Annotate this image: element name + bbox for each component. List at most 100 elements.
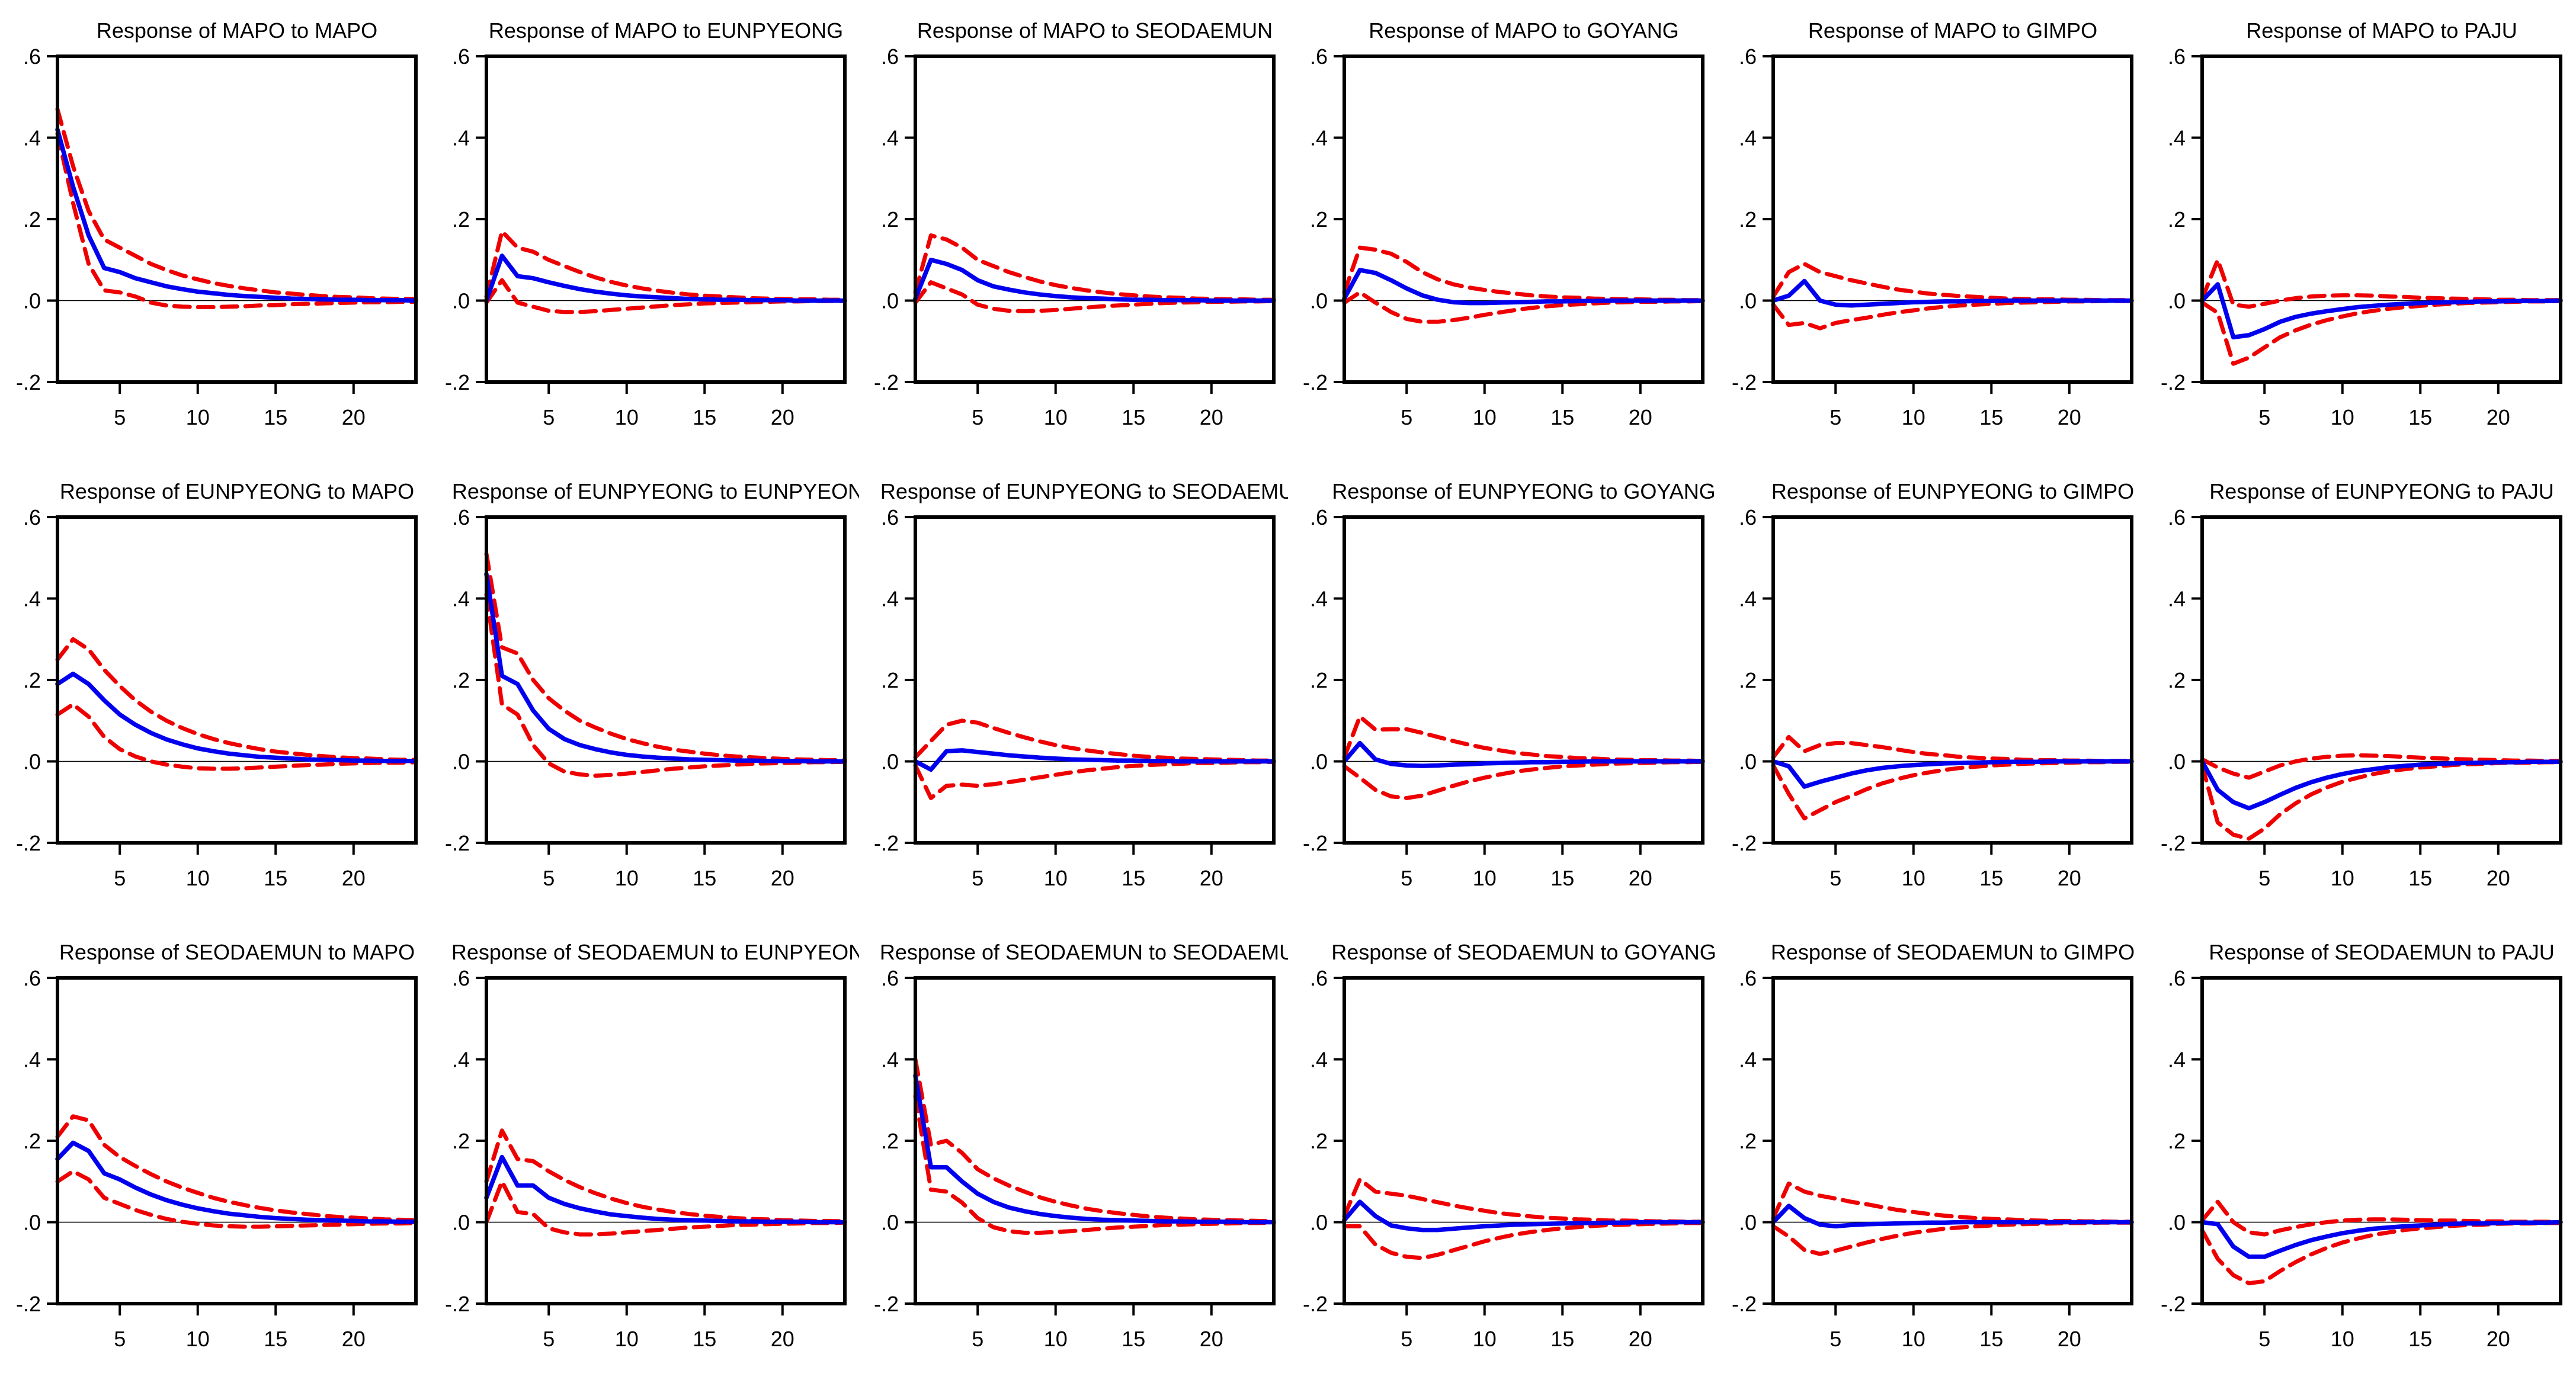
irf-chart-eunpyeong-to-mapo: Response of EUNPYEONG to MAPO .6 .4 .2 .0 -.… bbox=[16, 479, 418, 890]
chart-title: Response of SEODAEMUN to MAPO bbox=[59, 940, 415, 964]
svg-text:-.2: -.2 bbox=[1732, 370, 1757, 394]
plot-area: .6 .4 .2 .0 -.2 5 10 15 20 bbox=[1732, 505, 2134, 890]
svg-text:.0: .0 bbox=[881, 750, 899, 774]
svg-text:.0: .0 bbox=[1739, 1211, 1757, 1235]
svg-text:.6: .6 bbox=[1310, 505, 1328, 530]
svg-text:10: 10 bbox=[186, 866, 210, 890]
svg-text:-.2: -.2 bbox=[16, 1292, 41, 1316]
svg-text:.2: .2 bbox=[1739, 207, 1757, 232]
svg-text:15: 15 bbox=[693, 405, 716, 429]
irf-chart-mapo-to-paju: Response of MAPO to PAJU .6 .4 .2 .0 -.2 5 10 1… bbox=[2161, 18, 2563, 429]
plot-area: .6 .4 .2 .0 -.2 5 10 15 20 bbox=[2161, 966, 2563, 1351]
svg-text:.2: .2 bbox=[23, 1129, 41, 1153]
irf-chart-mapo-to-eunpyeong: Response of MAPO to EUNPYEONG .6 .4 .2 .0 -.… bbox=[445, 18, 847, 429]
svg-text:5: 5 bbox=[543, 866, 555, 890]
svg-text:5: 5 bbox=[1830, 405, 1841, 429]
chart-title: Response of EUNPYEONG to PAJU bbox=[2209, 479, 2554, 503]
svg-text:20: 20 bbox=[1629, 405, 1652, 429]
svg-text:.4: .4 bbox=[881, 1048, 899, 1072]
svg-text:15: 15 bbox=[1550, 405, 1574, 429]
irf-chart-seodaemun-to-eunpyeong: Response of SEODAEMUN to EUNPYEONG .6 .4.… bbox=[445, 940, 859, 1351]
svg-text:20: 20 bbox=[2058, 866, 2081, 890]
chart-title: Response of EUNPYEONG to GOYANG bbox=[1332, 479, 1716, 503]
svg-text:.4: .4 bbox=[1739, 587, 1757, 611]
svg-text:10: 10 bbox=[1044, 405, 1068, 429]
svg-text:15: 15 bbox=[1550, 1327, 1574, 1351]
svg-text:15: 15 bbox=[264, 1327, 287, 1351]
svg-text:.6: .6 bbox=[452, 505, 470, 530]
svg-text:5: 5 bbox=[543, 1327, 555, 1351]
svg-text:.2: .2 bbox=[1739, 1129, 1757, 1153]
svg-text:20: 20 bbox=[771, 1327, 794, 1351]
svg-text:10: 10 bbox=[1473, 866, 1497, 890]
svg-text:.4: .4 bbox=[2168, 126, 2186, 150]
svg-text:20: 20 bbox=[2487, 1327, 2510, 1351]
svg-text:10: 10 bbox=[1473, 1327, 1497, 1351]
svg-text:.2: .2 bbox=[23, 207, 41, 232]
svg-text:5: 5 bbox=[114, 405, 126, 429]
plot-area: .6 .4 .2 .0 -.2 5 10 15 20 bbox=[16, 966, 418, 1351]
plot-area: .6 .4 .2 .0 -.2 5 10 15 20 bbox=[1732, 966, 2134, 1351]
svg-text:.2: .2 bbox=[452, 668, 470, 692]
svg-text:.0: .0 bbox=[23, 1211, 41, 1235]
svg-text:10: 10 bbox=[1044, 866, 1068, 890]
svg-text:15: 15 bbox=[1122, 1327, 1145, 1351]
svg-text:.0: .0 bbox=[23, 289, 41, 313]
svg-text:20: 20 bbox=[2487, 405, 2510, 429]
chart-title: Response of SEODAEMUN to GIMPO bbox=[1771, 940, 2135, 964]
svg-text:.2: .2 bbox=[2168, 668, 2186, 692]
plot-area: .6 .4 .2 .0 -.2 5 10 15 20 bbox=[874, 44, 1276, 429]
svg-text:20: 20 bbox=[1200, 866, 1223, 890]
svg-text:15: 15 bbox=[1550, 866, 1574, 890]
svg-text:15: 15 bbox=[2408, 1327, 2432, 1351]
chart-title: Response of EUNPYEONG to EUNPYEONG bbox=[452, 479, 859, 503]
svg-text:.6: .6 bbox=[2168, 44, 2186, 69]
svg-text:20: 20 bbox=[342, 866, 366, 890]
svg-text:15: 15 bbox=[264, 405, 287, 429]
svg-text:15: 15 bbox=[693, 866, 716, 890]
svg-text:20: 20 bbox=[1629, 866, 1652, 890]
svg-text:.4: .4 bbox=[1310, 1048, 1328, 1072]
chart-title: Response of MAPO to SEODAEMUN bbox=[917, 18, 1273, 43]
svg-text:.6: .6 bbox=[1739, 966, 1757, 990]
svg-text:-.2: -.2 bbox=[1303, 1292, 1328, 1316]
svg-text:-.2: -.2 bbox=[874, 831, 899, 855]
svg-text:.6: .6 bbox=[1310, 44, 1328, 69]
svg-text:.6: .6 bbox=[452, 966, 470, 990]
svg-text:10: 10 bbox=[1902, 866, 1925, 890]
irf-chart-eunpyeong-to-eunpyeong: Response of EUNPYEONG to EUNPYEONG .6 .4.… bbox=[445, 479, 859, 890]
chart-title: Response of SEODAEMUN to PAJU bbox=[2209, 940, 2555, 964]
svg-text:5: 5 bbox=[114, 1327, 126, 1351]
svg-text:20: 20 bbox=[771, 866, 794, 890]
svg-text:10: 10 bbox=[2331, 866, 2354, 890]
irf-chart-mapo-to-goyang: Response of MAPO to GOYANG .6 .4 .2 .0 -.2 5 1… bbox=[1303, 18, 1705, 429]
svg-text:-.2: -.2 bbox=[2161, 370, 2186, 394]
svg-text:.6: .6 bbox=[881, 44, 899, 69]
plot-area: .6 .4 .2 .0 -.2 5 10 15 20 bbox=[1303, 44, 1705, 429]
svg-text:5: 5 bbox=[972, 405, 983, 429]
svg-text:.6: .6 bbox=[1310, 966, 1328, 990]
svg-text:-.2: -.2 bbox=[2161, 1292, 2186, 1316]
irf-chart-seodaemun-to-mapo: Response of SEODAEMUN to MAPO .6 .4 .2 .0 -.… bbox=[16, 940, 418, 1351]
svg-text:.0: .0 bbox=[881, 1211, 899, 1235]
svg-text:.6: .6 bbox=[2168, 966, 2186, 990]
svg-text:5: 5 bbox=[972, 866, 983, 890]
irf-chart-seodaemun-to-paju: Response of SEODAEMUN to PAJU .6 .4 .2 .0 -.… bbox=[2161, 940, 2563, 1351]
svg-text:.2: .2 bbox=[1739, 668, 1757, 692]
plot-area: .6 .4 .2 .0 -.2 5 10 15 20 bbox=[874, 966, 1276, 1351]
svg-text:.0: .0 bbox=[452, 289, 470, 313]
svg-text:.2: .2 bbox=[1310, 1129, 1328, 1153]
svg-text:5: 5 bbox=[114, 866, 126, 890]
plot-area: .6 .4 .2 .0 -.2 5 10 15 20 bbox=[2161, 505, 2563, 890]
svg-text:20: 20 bbox=[1629, 1327, 1652, 1351]
chart-title: Response of SEODAEMUN to GOYANG bbox=[1331, 940, 1716, 964]
svg-text:20: 20 bbox=[2487, 866, 2510, 890]
svg-text:.6: .6 bbox=[881, 505, 899, 530]
svg-text:10: 10 bbox=[186, 1327, 210, 1351]
svg-text:10: 10 bbox=[1473, 405, 1497, 429]
svg-text:.0: .0 bbox=[1739, 750, 1757, 774]
svg-text:5: 5 bbox=[972, 1327, 983, 1351]
svg-text:.4: .4 bbox=[23, 587, 41, 611]
svg-text:10: 10 bbox=[186, 405, 210, 429]
svg-text:.0: .0 bbox=[1310, 1211, 1328, 1235]
